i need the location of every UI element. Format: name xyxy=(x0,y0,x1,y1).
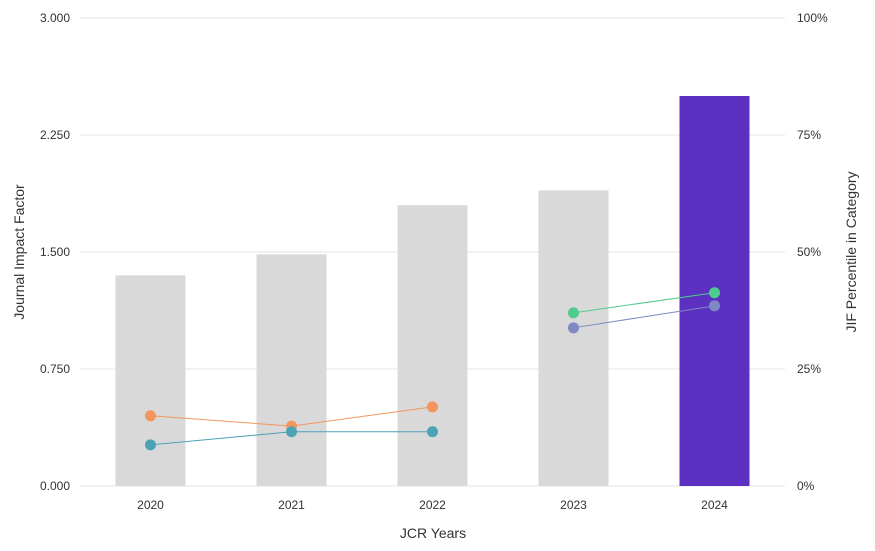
percentile-series-3-point[interactable] xyxy=(709,287,720,299)
bar-2021[interactable] xyxy=(256,254,327,486)
x-axis-title: JCR Years xyxy=(400,525,466,541)
percentile-series-3-line xyxy=(573,292,715,314)
y-left-tick-label: 0.000 xyxy=(40,479,70,493)
y-right-tick-label: 0% xyxy=(797,479,815,493)
y-left-axis-title: Journal Impact Factor xyxy=(11,184,27,320)
x-tick-label: 2024 xyxy=(701,498,728,512)
x-tick-label: 2021 xyxy=(278,498,305,512)
y-right-tick-label: 25% xyxy=(797,362,821,376)
x-tick-label: 2020 xyxy=(137,498,164,512)
y-left-tick-label: 3.000 xyxy=(40,11,70,25)
y-right-tick-label: 75% xyxy=(797,128,821,142)
bar-2023[interactable] xyxy=(538,190,609,486)
bar-2022[interactable] xyxy=(397,205,468,486)
bar-2020[interactable] xyxy=(115,275,186,486)
y-right-tick-label: 100% xyxy=(797,11,828,25)
axis-layer: 0.000 0% 0.750 25% 1.500 50% 2.250 75% 3.000 100%… xyxy=(40,11,828,512)
x-tick-label: 2022 xyxy=(419,498,446,512)
percentile-series-2-point[interactable] xyxy=(145,439,156,451)
y-left-tick-label: 2.250 xyxy=(40,128,70,142)
line-layer xyxy=(145,287,720,451)
x-tick-label: 2023 xyxy=(560,498,587,512)
percentile-series-3-point[interactable] xyxy=(568,307,579,319)
y-right-tick-label: 50% xyxy=(797,245,821,259)
percentile-series-4-point[interactable] xyxy=(709,300,720,312)
percentile-series-2-point[interactable] xyxy=(286,426,297,438)
percentile-series-2-point[interactable] xyxy=(427,426,438,438)
percentile-series-4-line xyxy=(573,305,715,329)
y-right-axis-title: JIF Percentile in Category xyxy=(843,171,859,332)
percentile-series-4-point[interactable] xyxy=(568,322,579,334)
percentile-series-1-point[interactable] xyxy=(145,410,156,422)
y-left-tick-label: 0.750 xyxy=(40,362,70,376)
y-left-tick-label: 1.500 xyxy=(40,245,70,259)
bar-layer xyxy=(115,96,750,486)
percentile-series-1-point[interactable] xyxy=(427,401,438,413)
